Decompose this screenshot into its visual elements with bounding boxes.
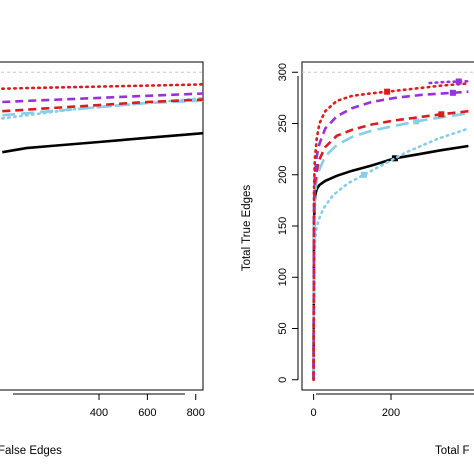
left-series-group [0,83,205,154]
right-y-tick-label: 150 [277,217,289,235]
right-x-axis-title: Total F [435,445,470,457]
right-panel: 0 50 100 150 200 250 300 0 200 Total True Edges… [241,61,474,457]
left-x-tick-label: 800 [187,407,205,419]
right-x-ticks: 0 200 [311,394,400,419]
right-y-tick-label: 200 [277,166,289,184]
left-series-line-1 [2,131,204,154]
left-plot-frame [0,61,204,391]
right-plot-frame [301,61,474,391]
right-series-7-marker-1 [455,78,462,85]
right-y-tick-label: 0 [277,377,289,383]
right-series-5-marker-1 [449,89,456,96]
left-x-tick-label: 400 [90,407,108,419]
left-x-axis-title: False Edges [0,445,62,457]
left-x-ticks: 400 600 800 [90,394,205,419]
right-y-axis-title: Total True Edges [241,185,253,272]
right-series-group [312,78,470,382]
right-series-line-1 [312,144,469,380]
right-y-tick-label: 100 [277,268,289,286]
right-series-4-marker-1 [438,111,445,118]
left-series-line-4 [2,98,204,113]
right-series-line-7 [428,79,470,85]
right-series-line-6 [312,82,470,382]
left-series-line-5 [2,92,204,104]
left-series-line-2 [0,96,205,120]
right-series-3-marker-1 [413,118,420,125]
right-series-2-marker-1 [360,171,367,178]
right-x-tick-label: 0 [311,407,317,419]
right-series-line-5 [312,90,469,380]
left-x-tick-label: 600 [138,407,156,419]
right-y-tick-label: 250 [277,114,289,132]
right-series-1-marker-1 [391,155,398,162]
left-series-line-3 [2,99,204,117]
right-y-tick-label: 300 [277,63,289,81]
right-x-tick-label: 200 [382,407,400,419]
left-panel: 400 600 800 False Edges [0,61,205,457]
left-series-line-6 [0,83,205,90]
right-series-6-marker-1 [384,88,391,95]
right-series-line-3 [312,112,469,380]
right-y-tick-label: 50 [277,322,289,334]
right-y-ticks: 0 50 100 150 200 250 300 [277,63,298,383]
right-series-line-4 [312,109,469,380]
right-series-line-2 [312,127,470,382]
